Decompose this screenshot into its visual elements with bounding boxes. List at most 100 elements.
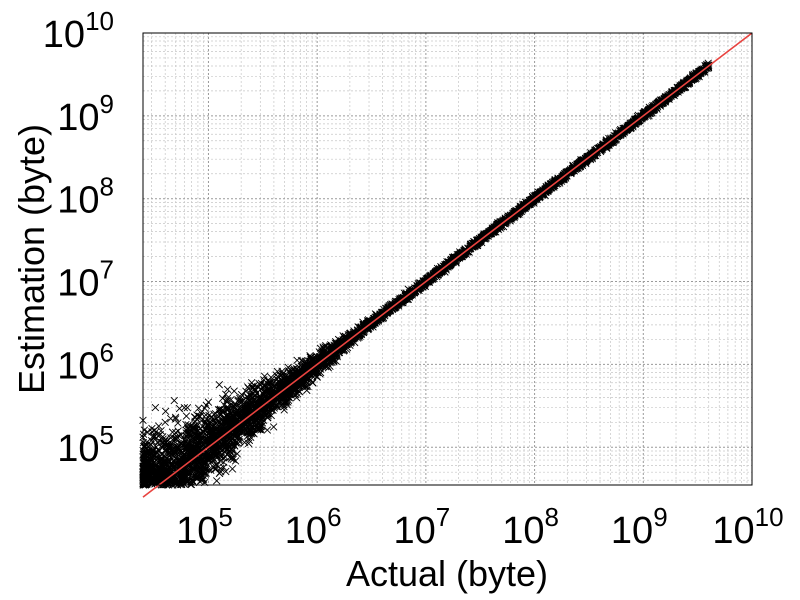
scatter-point [183,440,191,448]
scatter-point [264,385,272,394]
scatter-point [173,459,181,467]
scatter-point [229,407,237,416]
scatter-point [244,396,253,405]
scatter-point [290,386,298,395]
scatter-point [224,396,232,405]
scatter-point [151,458,159,466]
scatter-point [246,389,254,398]
scatter-point [461,245,469,253]
identity-line [142,32,753,498]
scatter-point [223,385,232,394]
y-tick-label: 105 [57,420,114,470]
scatter-point [237,390,246,399]
scatter-point [196,412,204,421]
scatter-point [139,430,148,438]
scatter-point [201,452,210,460]
scatter-point [217,440,225,448]
scatter-point [216,457,225,465]
scatter-point [222,390,230,398]
scatter-point [449,255,457,263]
scatter-point [278,367,286,375]
scatter-point [181,472,189,480]
scatter-point [210,441,219,449]
scatter-point [207,466,215,474]
scatter-point [307,367,315,376]
scatter-point [346,341,354,350]
scatter-point [199,431,208,439]
scatter-point [183,430,191,438]
scatter-point [681,82,689,91]
scatter-point [469,239,478,248]
scatter-point [458,252,466,261]
scatter-point [659,99,667,107]
scatter-point [191,471,199,480]
scatter-point [695,67,704,76]
y-tick-label: 107 [57,255,114,305]
scatter-point [165,448,174,456]
scatter-point [183,403,192,412]
scatter-point [231,442,239,450]
scatter-point [164,456,173,464]
scatter-point [275,379,283,387]
scatter-point [306,354,315,362]
x-tick-label: 109 [611,502,668,552]
scatter-point [247,379,256,387]
scatter-point [263,426,272,434]
scatter-point [306,351,314,360]
scatter-point [313,353,321,361]
scatter-point [267,403,276,412]
scatter-point [212,477,221,485]
scatter-point [313,373,321,381]
scatter-point [282,399,290,407]
scatter-point [279,370,287,378]
scatter-point [189,464,197,472]
y-tick-label: 1010 [43,6,114,56]
reference-line [142,32,753,498]
scatter-point [438,263,446,272]
scatter-point [233,450,241,458]
scatter-point [199,458,208,467]
scatter-point [161,407,170,416]
scatter-point [561,173,570,181]
scatter-point [226,453,234,462]
x-tick-label: 1010 [712,502,783,552]
scatter-point [267,411,275,420]
scatter-point [230,387,238,395]
plot-frame [142,32,753,486]
scatter-point [332,339,341,347]
scatter-point [293,369,301,378]
scatter-point [223,394,232,403]
scatter-point [246,427,254,435]
scatter-point [248,400,257,408]
scatter-point [304,382,312,391]
y-tick-label: 108 [57,172,114,222]
scatter-point [180,436,189,444]
scatter-point [140,448,149,456]
scatter-point [150,433,158,441]
scatter-point [173,450,181,458]
scatter-point [217,421,226,429]
scatter-point [259,416,268,425]
scatter-point [180,403,189,412]
x-tick-label: 106 [285,502,342,552]
scatter-point [184,460,193,469]
scatter-point [337,337,346,345]
scatter-point [583,153,591,161]
scatter-point [229,455,237,464]
scatter-point [196,430,205,438]
scatter-point [217,442,225,450]
scatter-point [190,447,199,455]
scatter-point [291,390,300,399]
scatter-point [208,428,217,436]
scatter-point [323,350,331,358]
scatter-point [266,379,274,387]
x-tick-label: 105 [176,502,233,552]
scatter-point [212,465,220,473]
scatter-point [242,387,250,395]
scatter-point [150,426,159,434]
scatter-point [280,398,289,406]
scatter-point [140,476,148,484]
scatter-point [653,103,662,111]
scatter-point [156,471,164,480]
